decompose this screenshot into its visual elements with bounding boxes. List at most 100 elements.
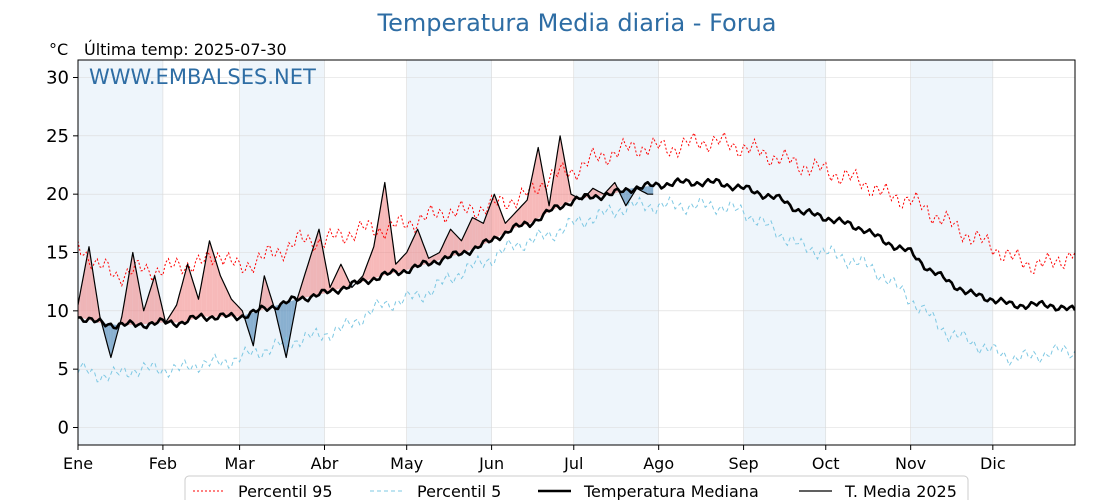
unit-label: °C [49,40,68,59]
above-median-fill [228,293,232,317]
y-tick-label: 15 [46,243,69,264]
above-median-fill [308,255,311,297]
above-median-fill [486,208,489,244]
above-median-fill [225,287,229,317]
below-median-fill [650,185,654,195]
above-median-fill [384,182,388,276]
above-median-fill [417,229,421,267]
below-median-fill [277,304,281,335]
above-median-fill [423,243,426,265]
x-axis: Ene Feb Mar Abr May Jun Jul Ago Sep Oct Nov Dic [63,445,1006,473]
above-median-fill [445,235,448,259]
x-tick-label: Ago [643,454,674,473]
above-median-fill [491,194,495,241]
above-median-fill [149,284,152,324]
above-median-fill [212,249,215,317]
above-median-fill [332,275,336,291]
above-median-fill [453,232,456,256]
above-median-fill [450,229,454,257]
x-tick-label: Oct [812,454,840,473]
above-median-fill [340,264,344,289]
legend: Percentil 95 Percentil 5 Temperatura Med… [184,475,969,500]
above-median-fill [316,229,320,296]
above-median-fill [480,221,484,246]
below-median-fill [247,313,251,338]
above-median-fill [447,229,451,258]
below-median-fill [283,302,287,358]
above-median-fill [365,261,369,281]
above-median-fill [390,223,393,274]
above-median-fill [371,246,374,280]
above-median-fill [343,270,347,288]
x-tick-label: Feb [149,454,177,473]
above-median-fill [469,217,473,251]
below-median-fill [253,311,257,346]
above-median-fill [261,275,265,310]
above-median-fill [521,202,525,226]
above-median-fill [310,246,314,297]
above-median-fill [439,246,443,260]
legend-median-label: Temperatura Mediana [583,482,759,500]
above-median-fill [414,229,418,268]
above-median-fill [420,236,424,266]
x-tick-label: Jun [478,454,504,473]
y-tick-label: 20 [46,184,69,205]
above-median-fill [502,216,506,235]
above-median-fill [497,201,500,238]
above-median-fill [524,200,528,225]
above-median-fill [508,217,511,231]
above-median-fill [538,147,541,219]
above-median-fill [182,274,185,323]
below-median-fill [644,186,648,195]
watermark: WWW.EMBALSES.NET [89,65,316,89]
y-axis: 0 5 10 15 20 25 30 [46,68,78,439]
x-tick-label: Dic [980,454,1006,473]
above-median-fill [130,252,133,325]
above-median-fill [140,296,144,325]
x-tick-label: Jul [563,454,583,473]
above-median-fill [198,284,202,318]
above-median-fill [409,240,413,270]
last-temp-label: Última temp: 2025-07-30 [84,40,287,59]
above-median-fill [472,217,476,249]
below-median-fill [623,190,626,206]
x-tick-label: Abr [311,454,339,473]
below-median-fill [647,185,651,195]
above-median-fill [86,246,89,320]
above-median-fill [403,252,407,271]
current-year-line [78,135,654,359]
y-tick-label: 25 [46,126,69,147]
above-median-fill [477,220,481,247]
above-median-fill [214,258,218,317]
above-median-fill [124,284,128,325]
x-tick-label: May [390,454,423,473]
above-median-fill [217,267,221,317]
above-median-fill [406,246,410,270]
legend-p5-label: Percentil 5 [417,482,501,500]
above-median-fill [83,261,87,320]
y-tick-label: 5 [58,359,69,380]
above-median-fill [324,258,328,294]
above-median-fill [266,284,270,309]
above-median-fill [138,281,141,325]
above-median-fill [190,272,194,320]
legend-current-label: T. Media 2025 [844,482,957,500]
above-median-fill [551,170,555,211]
above-median-fill [80,275,84,319]
above-median-fill [458,237,462,255]
y-tick-label: 0 [58,418,69,439]
x-tick-label: Nov [895,454,926,473]
y-tick-label: 10 [46,301,69,322]
above-median-fill [494,194,498,240]
above-median-fill [532,160,536,222]
above-median-fill [313,237,317,296]
below-median-fill [288,300,292,343]
anomaly-fills [78,135,654,358]
above-median-fill [398,258,402,272]
above-median-fill [488,201,492,242]
above-median-fill [184,264,188,322]
above-median-fill [466,223,470,252]
above-median-fill [518,205,522,227]
x-tick-label: Mar [225,454,256,473]
